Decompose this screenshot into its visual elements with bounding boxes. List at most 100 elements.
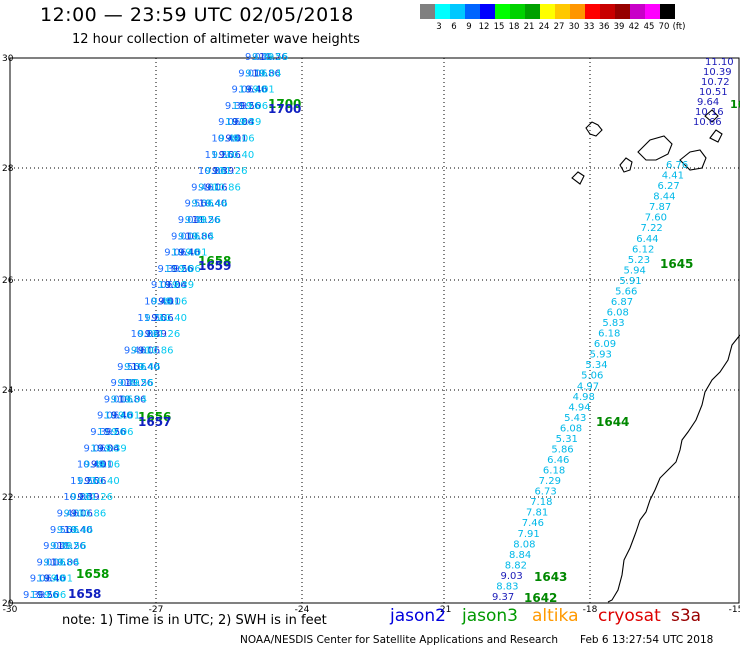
east-swh-label: 10.16 [695, 107, 724, 118]
west-time-label: 1700 [268, 97, 301, 111]
west-swh-label: 9.06 [218, 117, 240, 128]
coastline [571, 109, 740, 603]
map-title: 12:00 — 23:59 UTC 02/05/2018 [40, 4, 354, 26]
west-swh-label: 11.26 [165, 264, 194, 275]
west-swh-label: 9.04 [98, 443, 120, 454]
west-time-label: 1656 [138, 410, 171, 424]
east-swh-label: 6.76 [666, 160, 688, 171]
west-swh-label: 10.86 [185, 231, 214, 242]
colorbar-label: 70 [658, 22, 670, 32]
east-swh-label: 8.08 [513, 539, 535, 550]
west-swh-label: 9.46 [124, 345, 146, 356]
east-swh-label: 7.18 [530, 497, 552, 508]
west-swh-label: 9.39 [105, 443, 127, 454]
east-swh-label: 7.29 [539, 476, 561, 487]
east-swh-label: 10.72 [701, 77, 730, 88]
credit-text: NOAA/NESDIS Center for Satellite Applica… [240, 634, 558, 646]
longitude-label: -24 [295, 605, 310, 615]
colorbar-label: 39 [613, 22, 625, 32]
west-swh-label: 9.04 [192, 231, 214, 242]
west-swh-label: 9.56 [64, 541, 86, 552]
west-swh-label: 9.04 [245, 52, 267, 63]
west-swh-label: 9.46 [111, 411, 133, 422]
west-swh-label: 9.01 [185, 248, 207, 259]
east-swh-label: 5.94 [624, 265, 646, 276]
west-swh-label: 9.06 [219, 150, 241, 161]
west-swh-label: 9.56 [50, 525, 72, 536]
west-swh-label: 9.06 [164, 248, 186, 259]
east-altimeter-track: 11.1010.3910.7210.519.6410.1610.666.764.… [492, 57, 740, 605]
colorbar-label: 18 [508, 22, 520, 32]
canary-island-6 [571, 171, 585, 185]
west-swh-label: 10.86 [198, 166, 227, 177]
east-swh-label: 6.18 [543, 466, 565, 477]
colorbar-swatch [435, 4, 450, 19]
west-swh-label: 9.46 [138, 362, 160, 373]
latitude-label: 30 [2, 54, 14, 64]
east-swh-label: 5.06 [581, 371, 603, 382]
west-swh-label: 11.26 [57, 541, 86, 552]
lat-lon-grid [9, 57, 740, 604]
west-swh-label: 9.46 [191, 182, 213, 193]
colorbar-swatch [540, 4, 555, 19]
west-swh-label: 9.56 [104, 427, 126, 438]
colorbar-swatch [660, 4, 675, 19]
colorbar-label: 30 [568, 22, 580, 32]
west-swh-label: 9.01 [171, 231, 193, 242]
west-swh-label: 9.39 [145, 329, 167, 340]
west-swh-label: 9.06 [124, 362, 146, 373]
satellite-legend-item: s3a [671, 606, 702, 626]
west-swh-label: 10.40 [77, 460, 106, 471]
colorbar-label: 42 [628, 22, 640, 32]
east-swh-label: 9.37 [492, 592, 514, 603]
west-swh-label: 9.01 [118, 411, 140, 422]
east-time-label: 1644 [596, 415, 629, 429]
west-swh-label: 9.01 [158, 297, 180, 308]
west-time-label: 1658 [198, 254, 231, 268]
east-swh-label: 5.34 [585, 360, 607, 371]
colorbar-swatch [645, 4, 660, 19]
canary-island-7 [704, 109, 719, 123]
west-swh-label: 9.06 [205, 182, 227, 193]
east-time-label: 1642 [524, 591, 557, 605]
east-swh-label: 5.23 [628, 255, 650, 266]
colorbar-label: 9 [466, 22, 472, 32]
west-swh-label: 10.86 [118, 394, 147, 405]
west-swh-label: 10.40 [226, 150, 255, 161]
west-swh-label: 10.40 [171, 248, 200, 259]
african-coastline [607, 334, 740, 603]
west-swh-label: 9.04 [70, 492, 92, 503]
west-swh-label: 9.04 [43, 541, 65, 552]
west-swh-label: 11.26 [137, 313, 166, 324]
east-swh-label: 8.84 [509, 550, 531, 561]
east-swh-label: 4.98 [573, 392, 595, 403]
west-time-label: 1658 [68, 587, 101, 601]
east-time-label: 1645 [660, 257, 693, 271]
latitude-label: 26 [2, 276, 14, 286]
canary-island-5 [709, 129, 723, 143]
west-swh-label: 9.46 [178, 248, 200, 259]
west-swh-label: 9.06 [43, 557, 65, 568]
west-swh-label: 9.04 [138, 329, 160, 340]
west-swh-label: 9.06 [165, 297, 187, 308]
east-swh-label: 5.93 [590, 350, 612, 361]
west-swh-label: 9.56 [212, 150, 234, 161]
longitude-label: -15 [729, 605, 740, 615]
east-swh-label: 10.51 [699, 87, 728, 98]
west-swh-label: 9.46 [205, 199, 227, 210]
east-swh-label: 8.83 [496, 581, 518, 592]
colorbar-swatch [555, 4, 570, 19]
west-swh-label: 11.26 [70, 476, 99, 487]
west-swh-label: 9.56 [199, 215, 221, 226]
west-swh-label: 9.39 [239, 117, 261, 128]
colorbar-label: 15 [493, 22, 505, 32]
colorbar-label: 6 [451, 22, 457, 32]
west-swh-label: 9.04 [205, 166, 227, 177]
west-swh-label: 9.39 [117, 378, 139, 389]
west-swh-label: 9.01 [51, 574, 73, 585]
west-swh-label: 9.01 [253, 85, 275, 96]
west-swh-label: 9.56 [37, 590, 59, 601]
colorbar-swatch [495, 4, 510, 19]
west-swh-label: 10.40 [198, 199, 227, 210]
satellite-legend-item: jason2 [390, 606, 446, 626]
